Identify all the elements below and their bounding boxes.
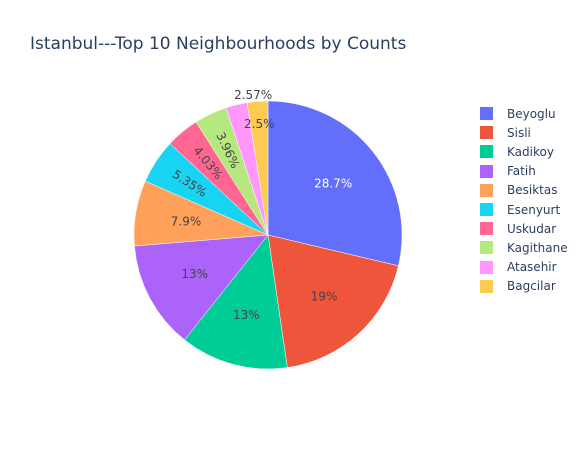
legend-swatch [480, 260, 493, 274]
legend-label: Bagcilar [507, 279, 556, 294]
legend-swatch [480, 126, 493, 140]
legend-item-bagcilar[interactable]: Bagcilar [474, 277, 568, 296]
legend-swatch [480, 183, 493, 197]
slice-label-atasehir: 2.57% [234, 88, 272, 102]
slice-label-sisli: 19% [311, 289, 338, 303]
legend-label: Esenyurt [507, 202, 561, 217]
legend-label: Fatih [507, 164, 536, 179]
pie-slice-fatih[interactable] [134, 234, 269, 341]
legend-swatch [480, 222, 493, 236]
slice-label-beyoglu: 28.7% [314, 176, 352, 190]
slice-label-bagcilar: 2.5% [244, 117, 275, 131]
pie-slice-bagcilar[interactable] [246, 100, 269, 236]
pie-slice-beyoglu[interactable] [267, 100, 403, 267]
chart-title: Istanbul---Top 10 Neighbourhoods by Coun… [30, 34, 407, 54]
legend-item-atasehir[interactable]: Atasehir [474, 258, 568, 277]
pie-slice-sisli[interactable] [267, 234, 399, 368]
slice-label-kadikoy: 13% [233, 308, 260, 322]
legend-label: Uskudar [507, 221, 557, 236]
legend-swatch [480, 164, 493, 178]
legend-label: Kagithane [507, 240, 568, 255]
legend-label: Kadikoy [507, 144, 554, 159]
legend-item-beyoglu[interactable]: Beyoglu [474, 104, 568, 123]
pie-slice-kadikoy[interactable] [184, 234, 288, 370]
legend-item-besiktas[interactable]: Besiktas [474, 181, 568, 200]
legend-swatch [480, 145, 493, 159]
slice-label-fatih: 13% [181, 267, 208, 281]
legend-swatch [480, 107, 493, 121]
legend-swatch [480, 241, 493, 255]
legend: Beyoglu Sisli Kadikoy Fatih Besiktas Esenyurt… [474, 104, 568, 296]
legend-item-kagithane[interactable]: Kagithane [474, 238, 568, 257]
legend-label: Sisli [507, 125, 531, 140]
legend-label: Besiktas [507, 183, 558, 198]
legend-swatch [480, 203, 493, 217]
legend-item-sisli[interactable]: Sisli [474, 123, 568, 142]
legend-item-uskudar[interactable]: Uskudar [474, 219, 568, 238]
legend-label: Atasehir [507, 260, 557, 275]
legend-item-kadikoy[interactable]: Kadikoy [474, 142, 568, 161]
legend-item-fatih[interactable]: Fatih [474, 162, 568, 181]
slice-label-besiktas: 7.9% [171, 214, 202, 228]
legend-item-esenyurt[interactable]: Esenyurt [474, 200, 568, 219]
legend-swatch [480, 279, 493, 293]
legend-label: Beyoglu [507, 106, 556, 121]
